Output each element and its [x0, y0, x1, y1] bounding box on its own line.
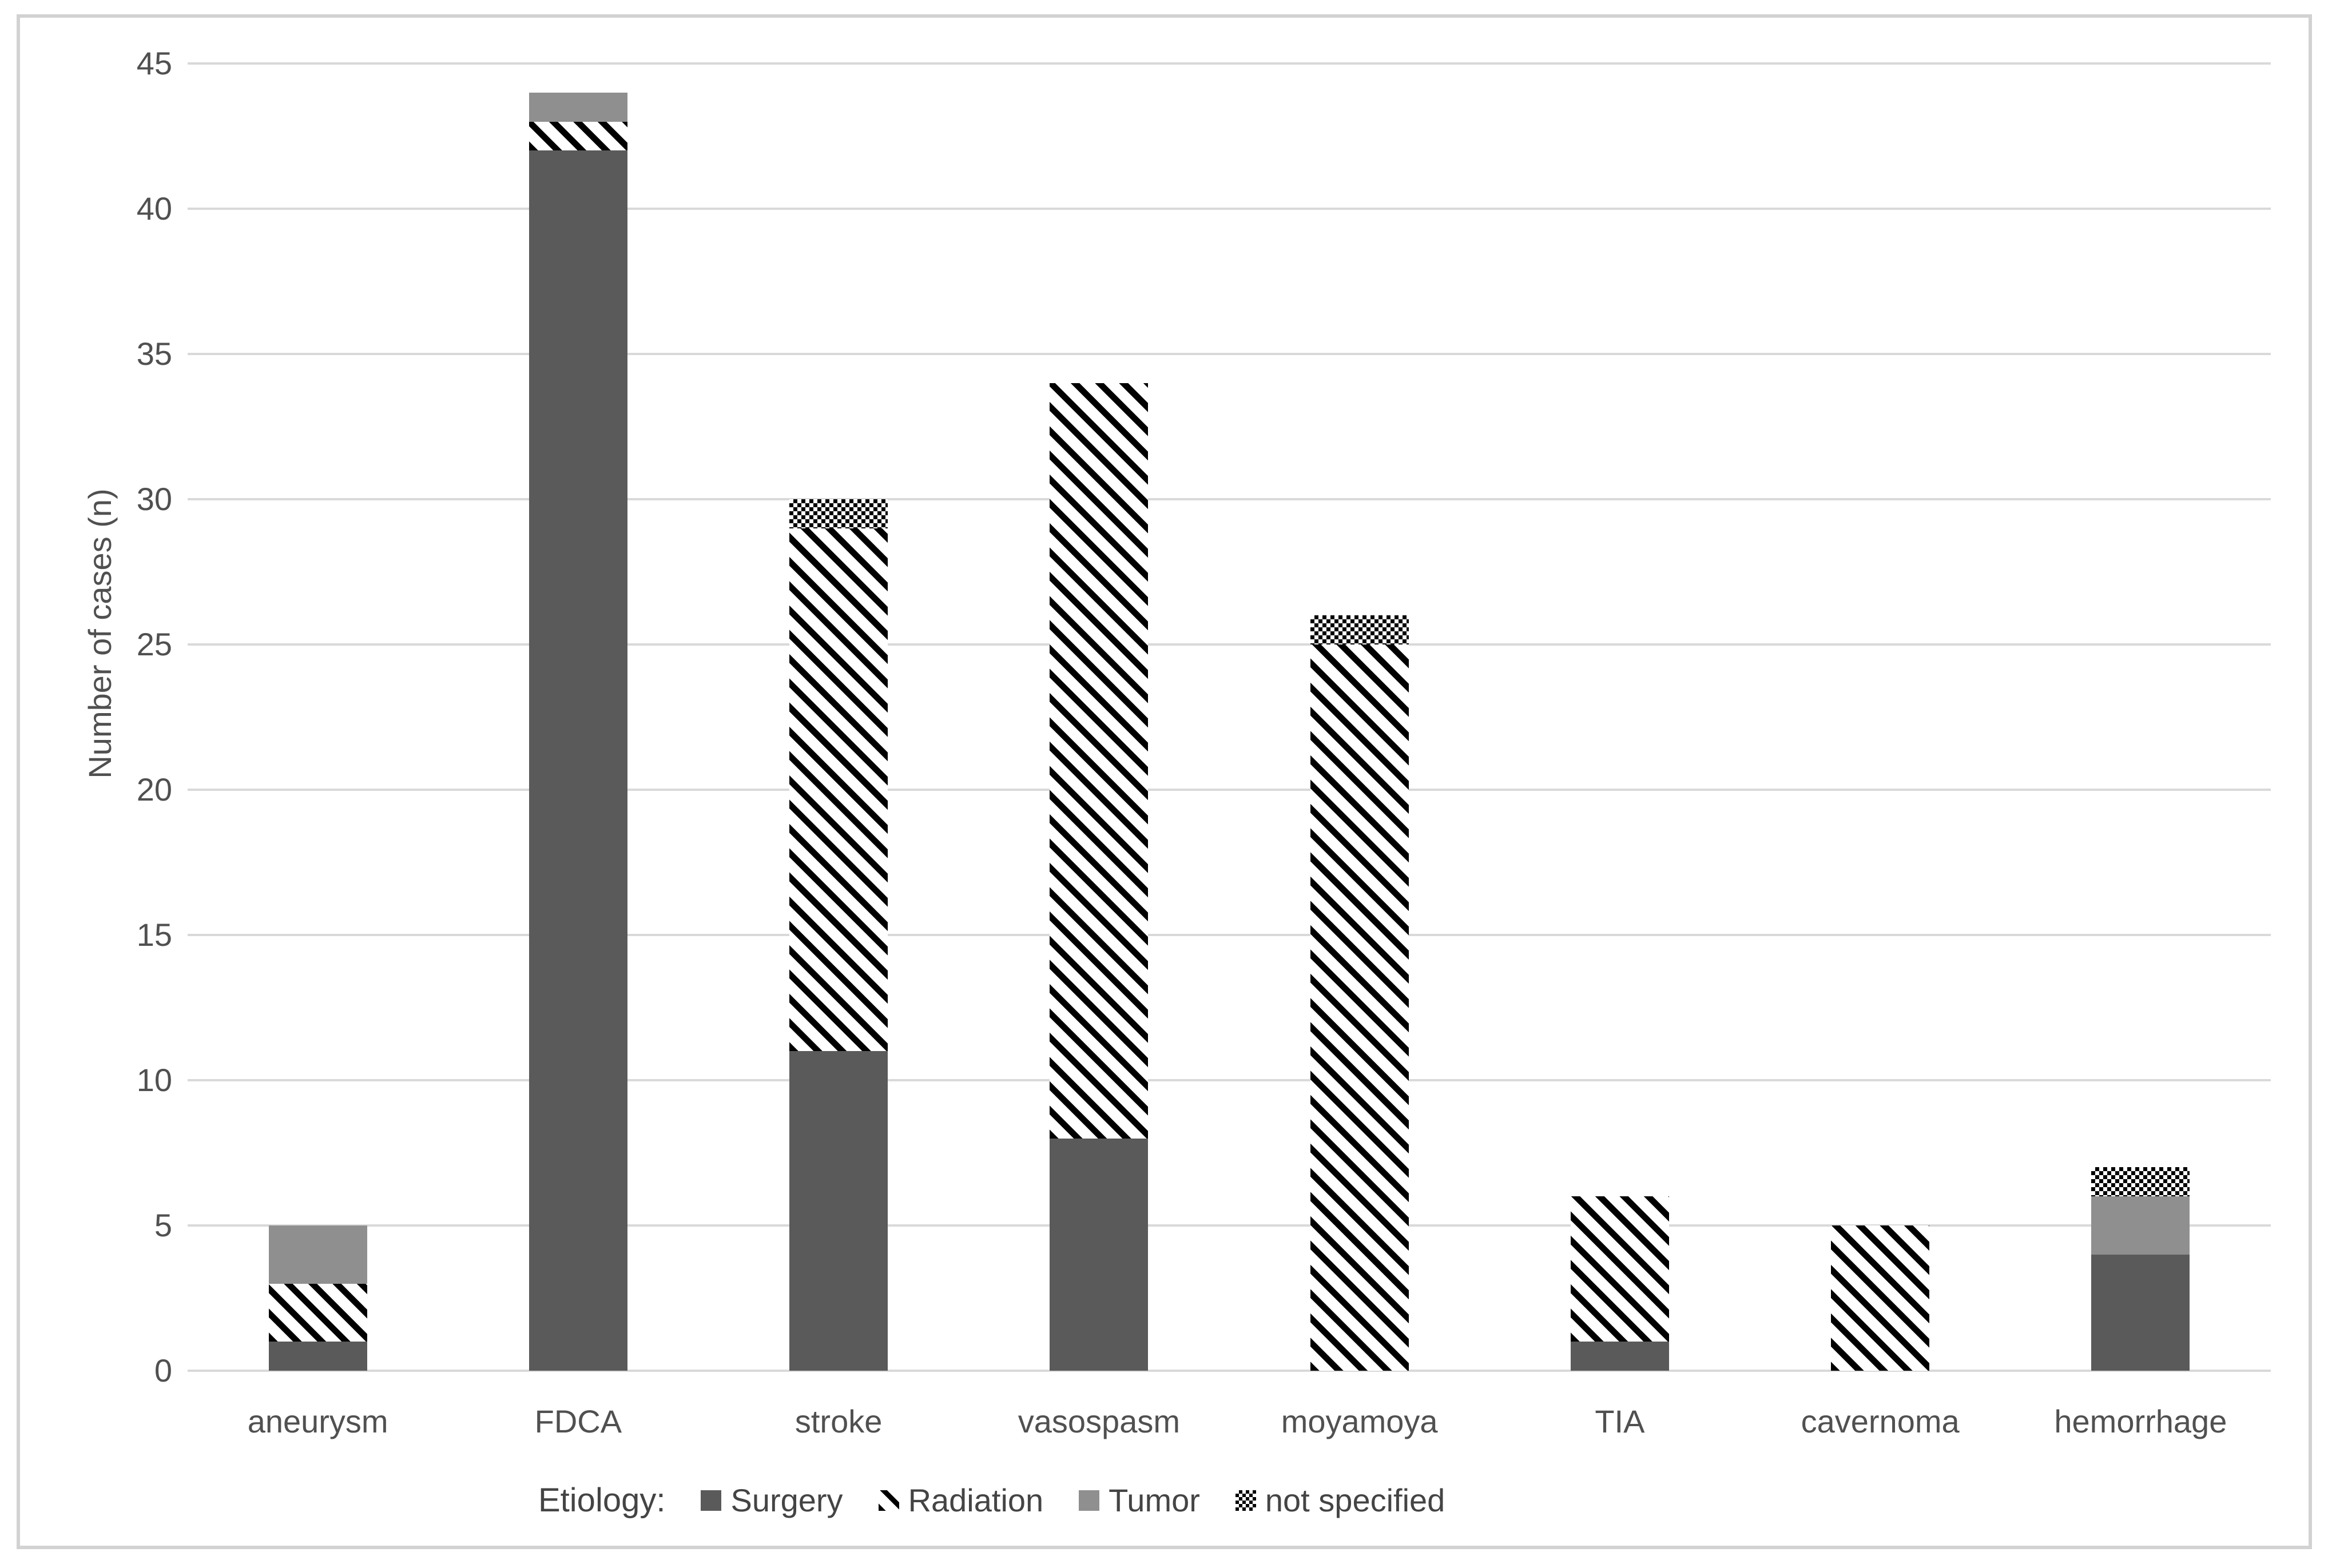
bar-segment-hemorrhage-Surgery	[2091, 1254, 2190, 1371]
legend-marker-not-specified-icon	[1235, 1490, 1256, 1511]
gridline-y-20	[188, 789, 2271, 791]
y-tick-label-25: 25	[136, 626, 172, 662]
legend-title: Etiology:	[538, 1482, 666, 1519]
bar-segment-TIA-Surgery	[1570, 1342, 1669, 1371]
bar-segment-stroke-Radiation	[789, 528, 888, 1052]
gridline-y-30	[188, 498, 2271, 500]
chart-legend: Etiology: Surgery Radiation Tumor not speci…	[538, 1483, 1445, 1518]
bar-segment-aneurysm-Radiation	[268, 1283, 367, 1342]
gridline-y-45	[188, 62, 2271, 65]
gridline-y-40	[188, 208, 2271, 210]
legend-label-Radiation: Radiation	[908, 1482, 1044, 1518]
legend-item-not-specified: not specified	[1235, 1485, 1445, 1517]
x-category-label-hemorrhage: hemorrhage	[2054, 1403, 2227, 1439]
legend-item-Tumor: Tumor	[1079, 1485, 1200, 1517]
bar-segment-TIA-Radiation	[1570, 1196, 1669, 1342]
bar-segment-FDCA-Surgery	[529, 150, 627, 1371]
bar-segment-aneurysm-Tumor	[268, 1225, 367, 1284]
x-category-label-aneurysm: aneurysm	[247, 1403, 388, 1439]
legend-marker-Radiation-icon	[878, 1490, 899, 1511]
y-tick-label-45: 45	[136, 45, 172, 81]
y-tick-label-0: 0	[154, 1352, 172, 1388]
gridline-y-35	[188, 353, 2271, 355]
legend-label-Surgery: Surgery	[730, 1482, 843, 1518]
x-category-label-TIA: TIA	[1595, 1403, 1645, 1439]
legend-item-Surgery: Surgery	[701, 1485, 843, 1517]
legend-marker-Surgery-icon	[701, 1490, 722, 1511]
x-category-label-moyamoya: moyamoya	[1281, 1403, 1438, 1439]
x-category-label-FDCA: FDCA	[534, 1403, 622, 1439]
bar-segment-aneurysm-Surgery	[268, 1342, 367, 1371]
bar-segment-vasospasm-Surgery	[1050, 1138, 1149, 1371]
y-tick-label-5: 5	[154, 1207, 172, 1243]
chart-frame: Number of cases (n) 0 5 10 15 20 25 30 35 40 45 a…	[17, 14, 2312, 1549]
y-tick-label-30: 30	[136, 481, 172, 517]
bar-segment-FDCA-Radiation	[529, 121, 627, 151]
gridline-y-15	[188, 934, 2271, 936]
bar-segment-moyamoya-Radiation	[1310, 644, 1409, 1371]
x-category-label-cavernoma: cavernoma	[1801, 1403, 1960, 1439]
gridline-y-25	[188, 643, 2271, 646]
bar-segment-hemorrhage-not-specified	[2091, 1167, 2190, 1197]
x-category-label-vasospasm: vasospasm	[1018, 1403, 1180, 1439]
bar-segment-cavernoma-Radiation	[1831, 1225, 1930, 1371]
y-tick-label-10: 10	[136, 1062, 172, 1098]
bar-segment-stroke-Surgery	[789, 1051, 888, 1371]
legend-item-Radiation: Radiation	[878, 1482, 1044, 1518]
y-tick-label-35: 35	[136, 336, 172, 372]
gridline-y-5	[188, 1224, 2271, 1227]
bar-segment-moyamoya-not-specified	[1310, 615, 1409, 644]
bar-segment-hemorrhage-Tumor	[2091, 1196, 2190, 1255]
y-tick-label-40: 40	[136, 190, 172, 226]
gridline-y-0	[188, 1370, 2271, 1372]
legend-label-not-specified: not specified	[1265, 1482, 1445, 1518]
y-tick-label-20: 20	[136, 771, 172, 807]
y-tick-label-15: 15	[136, 917, 172, 953]
legend-label-Tumor: Tumor	[1109, 1482, 1200, 1518]
bar-segment-stroke-not-specified	[789, 499, 888, 528]
legend-marker-Tumor-icon	[1079, 1490, 1100, 1511]
x-category-label-stroke: stroke	[794, 1403, 883, 1439]
bar-segment-FDCA-Tumor	[529, 92, 627, 122]
bar-segment-vasospasm-Radiation	[1050, 383, 1149, 1139]
gridline-y-10	[188, 1079, 2271, 1081]
